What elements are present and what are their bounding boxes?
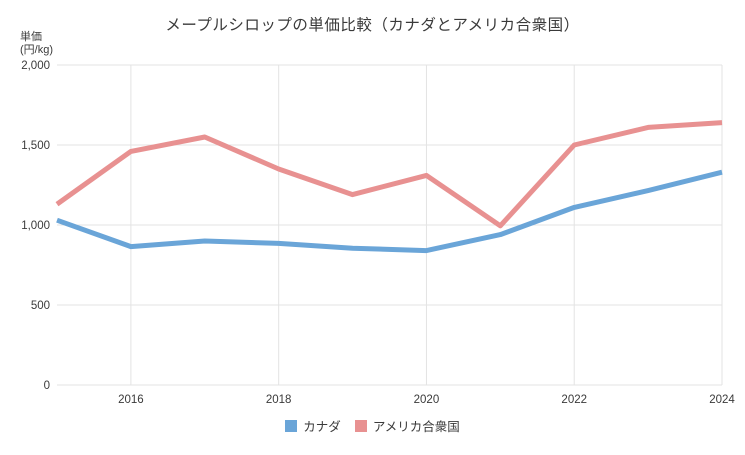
- y-tick-label: 500: [31, 300, 50, 312]
- legend-item: カナダ: [285, 416, 341, 435]
- series-line-アメリカ合衆国: [55, 120, 723, 229]
- y-tick-label: 0: [44, 380, 50, 392]
- legend-item: アメリカ合衆国: [354, 416, 460, 435]
- x-tick-label: 2016: [118, 394, 144, 406]
- line-chart: 0 500 1,000 1,500 2,000 2016 2018 2020 2022 2024: [21, 60, 735, 406]
- chart-title: メープルシロップの単価比較（カナダとアメリカ合衆国）: [165, 17, 580, 34]
- legend: カナダ アメリカ合衆国: [0, 416, 745, 435]
- y-tick-label: 1,000: [21, 220, 50, 232]
- y-axis-unit-label: 単価 (円/kg): [20, 31, 53, 57]
- legend-swatch: [354, 419, 367, 432]
- x-tick-label: 2020: [414, 394, 440, 406]
- x-tick-label: 2024: [709, 394, 735, 406]
- y-axis-unit-line1: 単価: [20, 31, 42, 43]
- legend-label: アメリカ合衆国: [372, 420, 460, 434]
- x-tick-label: 2018: [266, 394, 292, 406]
- x-tick-label: 2022: [561, 394, 587, 406]
- y-tick-label: 1,500: [21, 140, 50, 152]
- legend-swatch: [285, 419, 298, 432]
- y-axis-unit-line2: (円/kg): [20, 44, 53, 56]
- series-line-カナダ: [56, 169, 723, 254]
- legend-label: カナダ: [303, 420, 341, 434]
- y-tick-label: 2,000: [21, 60, 50, 72]
